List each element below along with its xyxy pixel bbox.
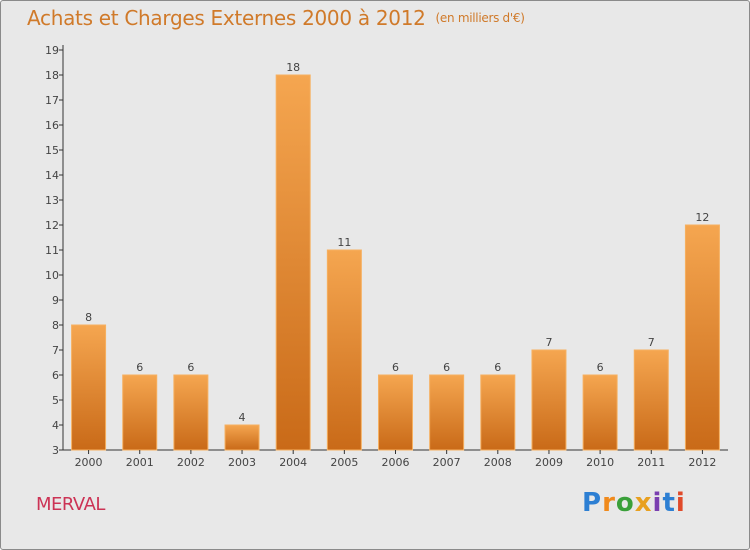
y-tick-label: 8 [52, 319, 59, 332]
y-tick-label: 17 [45, 94, 59, 107]
y-tick-label: 14 [45, 169, 59, 182]
x-tick-label: 2004 [279, 456, 307, 469]
data-label: 7 [648, 336, 655, 349]
brand-letter: x [634, 488, 653, 518]
y-tick-label: 12 [45, 219, 59, 232]
x-tick-label: 2000 [75, 456, 103, 469]
bar [122, 374, 158, 451]
y-tick-label: 3 [52, 444, 59, 457]
data-label: 18 [286, 61, 300, 74]
data-label: 7 [545, 336, 552, 349]
bar [224, 424, 260, 451]
bar [531, 349, 567, 451]
data-label: 12 [695, 211, 709, 224]
y-tick-label: 9 [52, 294, 59, 307]
brand-logo: Proxiti [582, 488, 686, 518]
y-tick-label: 19 [45, 44, 59, 57]
x-tick-label: 2001 [126, 456, 154, 469]
data-label: 4 [239, 411, 246, 424]
y-tick-label: 16 [45, 119, 59, 132]
x-tick-label: 2010 [586, 456, 614, 469]
bar [173, 374, 209, 451]
title-text: Achats et Charges Externes 2000 à 2012 [27, 6, 426, 30]
x-tick-label: 2008 [484, 456, 512, 469]
brand-letter: P [582, 488, 603, 518]
brand-letter: r [602, 488, 616, 518]
bar [275, 74, 311, 451]
data-label: 8 [85, 311, 92, 324]
brand-letter: t [662, 488, 676, 518]
y-tick-label: 18 [45, 69, 59, 82]
y-tick-label: 10 [45, 269, 59, 282]
brand-letter: i [652, 488, 663, 518]
data-label: 6 [597, 361, 604, 374]
bar [429, 374, 465, 451]
y-tick-label: 5 [52, 394, 59, 407]
bar [71, 324, 107, 451]
bar [582, 374, 618, 451]
bar [378, 374, 413, 451]
location-label: MERVAL [36, 494, 105, 515]
y-tick-label: 4 [52, 419, 59, 432]
data-label: 6 [392, 361, 399, 374]
y-tick-label: 15 [45, 144, 59, 157]
x-tick-label: 2011 [637, 456, 665, 469]
bar [684, 224, 720, 451]
bar [326, 249, 362, 451]
data-label: 6 [494, 361, 501, 374]
y-tick-label: 7 [52, 344, 59, 357]
x-tick-label: 2006 [382, 456, 410, 469]
x-tick-label: 2012 [688, 456, 716, 469]
x-tick-label: 2007 [433, 456, 461, 469]
y-tick-label: 6 [52, 369, 59, 382]
x-tick-label: 2009 [535, 456, 563, 469]
chart-title: Achats et Charges Externes 2000 à 2012 (e… [27, 6, 525, 30]
data-label: 6 [187, 361, 194, 374]
brand-letter: o [615, 488, 635, 518]
title-unit: (en milliers d'€) [435, 11, 525, 25]
bar [633, 349, 669, 451]
bar [480, 374, 516, 451]
data-label: 6 [443, 361, 450, 374]
brand-letter: i [675, 488, 686, 518]
y-tick-label: 11 [45, 244, 59, 257]
x-tick-label: 2005 [330, 456, 358, 469]
data-label: 11 [337, 236, 351, 249]
data-label: 6 [136, 361, 143, 374]
y-tick-label: 13 [45, 194, 59, 207]
x-tick-label: 2003 [228, 456, 256, 469]
x-tick-label: 2002 [177, 456, 205, 469]
